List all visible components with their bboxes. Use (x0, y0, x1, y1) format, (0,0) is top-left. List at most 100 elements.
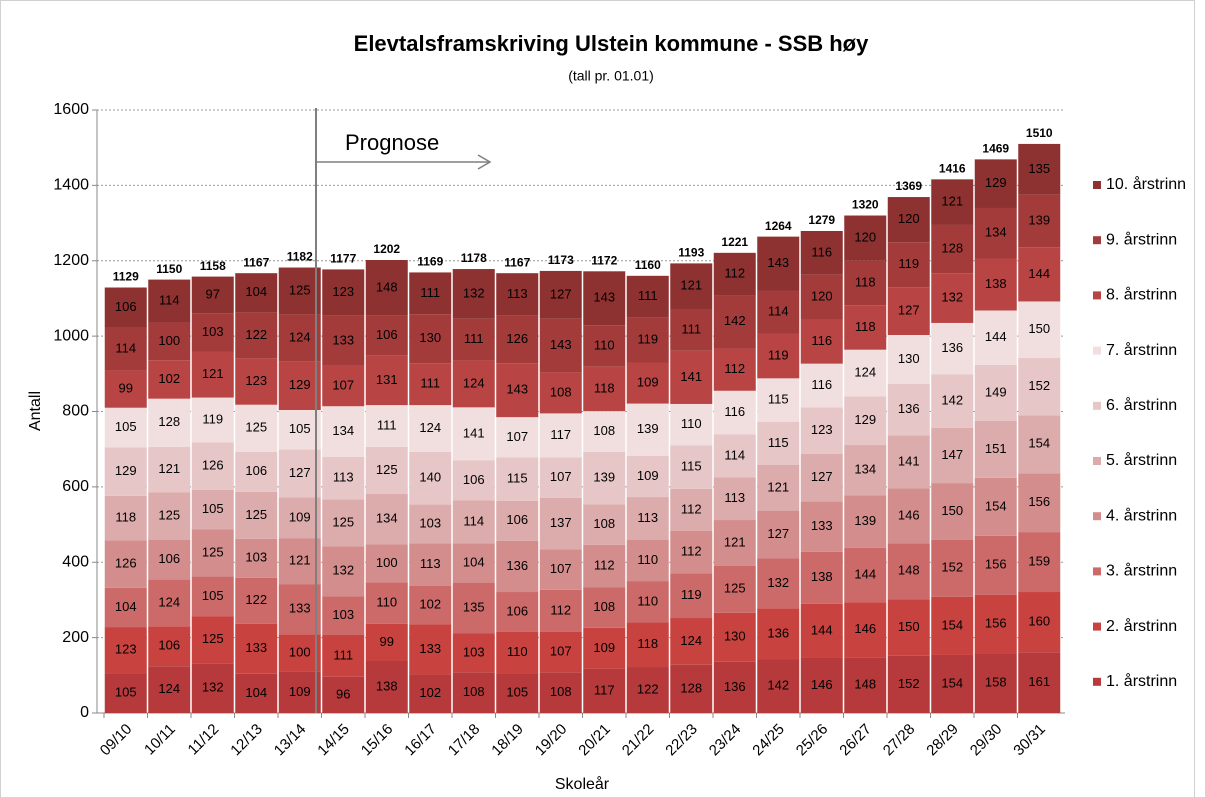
segment-label: 124 (463, 375, 485, 390)
segment-label: 159 (1028, 553, 1050, 568)
y-tick-label: 600 (62, 478, 89, 495)
segment-label: 110 (637, 552, 658, 567)
segment-label: 124 (854, 364, 876, 379)
x-tick-label: 23/24 (706, 721, 745, 760)
segment-label: 125 (289, 283, 311, 298)
bar-segment (844, 396, 887, 446)
bar-segment (191, 397, 234, 443)
bar-segment (539, 631, 582, 673)
bar-segment (322, 365, 365, 407)
bar-segment (931, 322, 974, 375)
segment-label: 132 (332, 563, 354, 578)
bar-segment (974, 535, 1017, 595)
segment-label: 105 (289, 421, 311, 436)
segment-label: 120 (811, 289, 833, 304)
bar-segment (800, 551, 843, 604)
segment-label: 133 (289, 601, 311, 616)
segment-label: 107 (550, 469, 572, 484)
segment-label: 104 (115, 599, 137, 614)
bar-segment (713, 348, 756, 391)
bar-segment (626, 275, 669, 318)
bar-segment (452, 269, 495, 319)
bar-segment (887, 383, 930, 436)
segment-label: 116 (724, 404, 745, 419)
segment-label: 108 (593, 599, 615, 614)
segment-label: 130 (419, 330, 441, 345)
total-label: 1193 (678, 246, 704, 260)
bar-segment (235, 673, 278, 713)
segment-label: 121 (289, 553, 311, 568)
x-axis-label: Skoleår (555, 775, 610, 793)
bar-segment (931, 273, 974, 323)
segment-label: 124 (680, 633, 702, 648)
segment-label: 136 (506, 558, 528, 573)
segment-label: 148 (854, 677, 876, 692)
segment-label: 154 (1028, 436, 1050, 451)
total-label: 1177 (330, 252, 356, 266)
y-tick-label: 1600 (53, 101, 89, 118)
bar-segment (278, 314, 321, 362)
total-label: 1320 (852, 198, 879, 212)
legend-swatch (1093, 346, 1101, 355)
x-tick-label: 27/28 (880, 721, 919, 760)
segment-label: 112 (594, 557, 615, 572)
bar-segment (844, 260, 887, 306)
bar-segment (757, 290, 800, 334)
bar-segment (757, 558, 800, 609)
segment-label: 114 (724, 447, 745, 462)
bar-segment (365, 660, 408, 713)
segment-label: 121 (724, 534, 746, 549)
total-label: 1150 (156, 262, 182, 276)
bar-segment (539, 372, 582, 414)
bar-segment (496, 417, 539, 458)
bar-segment (931, 374, 974, 428)
legend-label: 4. årstrinn (1106, 506, 1177, 524)
segment-label: 102 (419, 597, 441, 612)
segment-label: 111 (333, 647, 353, 662)
bar-segment (452, 672, 495, 713)
x-tick-label: 16/17 (401, 721, 440, 760)
segment-label: 125 (376, 462, 398, 477)
bar-segment (713, 661, 756, 713)
segment-label: 103 (419, 515, 441, 530)
segment-label: 151 (985, 441, 1007, 456)
segment-label: 106 (245, 463, 267, 478)
segment-label: 105 (506, 685, 528, 700)
segment-label: 141 (463, 425, 485, 440)
segment-label: 141 (680, 369, 702, 384)
bar-segment (104, 287, 147, 328)
total-label: 1279 (808, 213, 835, 227)
bar-segment (974, 207, 1017, 259)
x-tick-label: 18/19 (488, 721, 527, 760)
bar-segment (452, 500, 495, 544)
segment-label: 114 (115, 340, 136, 355)
bar-segment (148, 398, 191, 447)
bar-segment (148, 446, 191, 493)
segment-label: 150 (941, 503, 963, 518)
segment-label: 160 (1028, 614, 1050, 629)
bar-segment (583, 411, 626, 452)
bar-segment (496, 500, 539, 541)
segment-label: 152 (941, 560, 963, 575)
segment-label: 139 (854, 513, 876, 528)
segment-label: 113 (637, 510, 658, 525)
segment-label: 132 (202, 680, 224, 695)
x-tick-label: 22/23 (662, 721, 701, 760)
bar-segment (104, 370, 147, 408)
segment-label: 150 (1028, 321, 1050, 336)
bar-segment (452, 360, 495, 408)
segment-label: 118 (115, 510, 136, 525)
segment-label: 140 (419, 470, 441, 485)
x-tick-label: 19/20 (532, 721, 571, 760)
segment-label: 143 (593, 290, 615, 305)
bar-segment (148, 579, 191, 627)
bar-segment (583, 325, 626, 367)
segment-label: 107 (332, 377, 354, 392)
bar-segment (191, 442, 234, 490)
segment-label: 103 (463, 644, 485, 659)
segment-label: 156 (985, 615, 1007, 630)
segment-label: 138 (985, 276, 1007, 291)
bar-segment (409, 674, 452, 713)
